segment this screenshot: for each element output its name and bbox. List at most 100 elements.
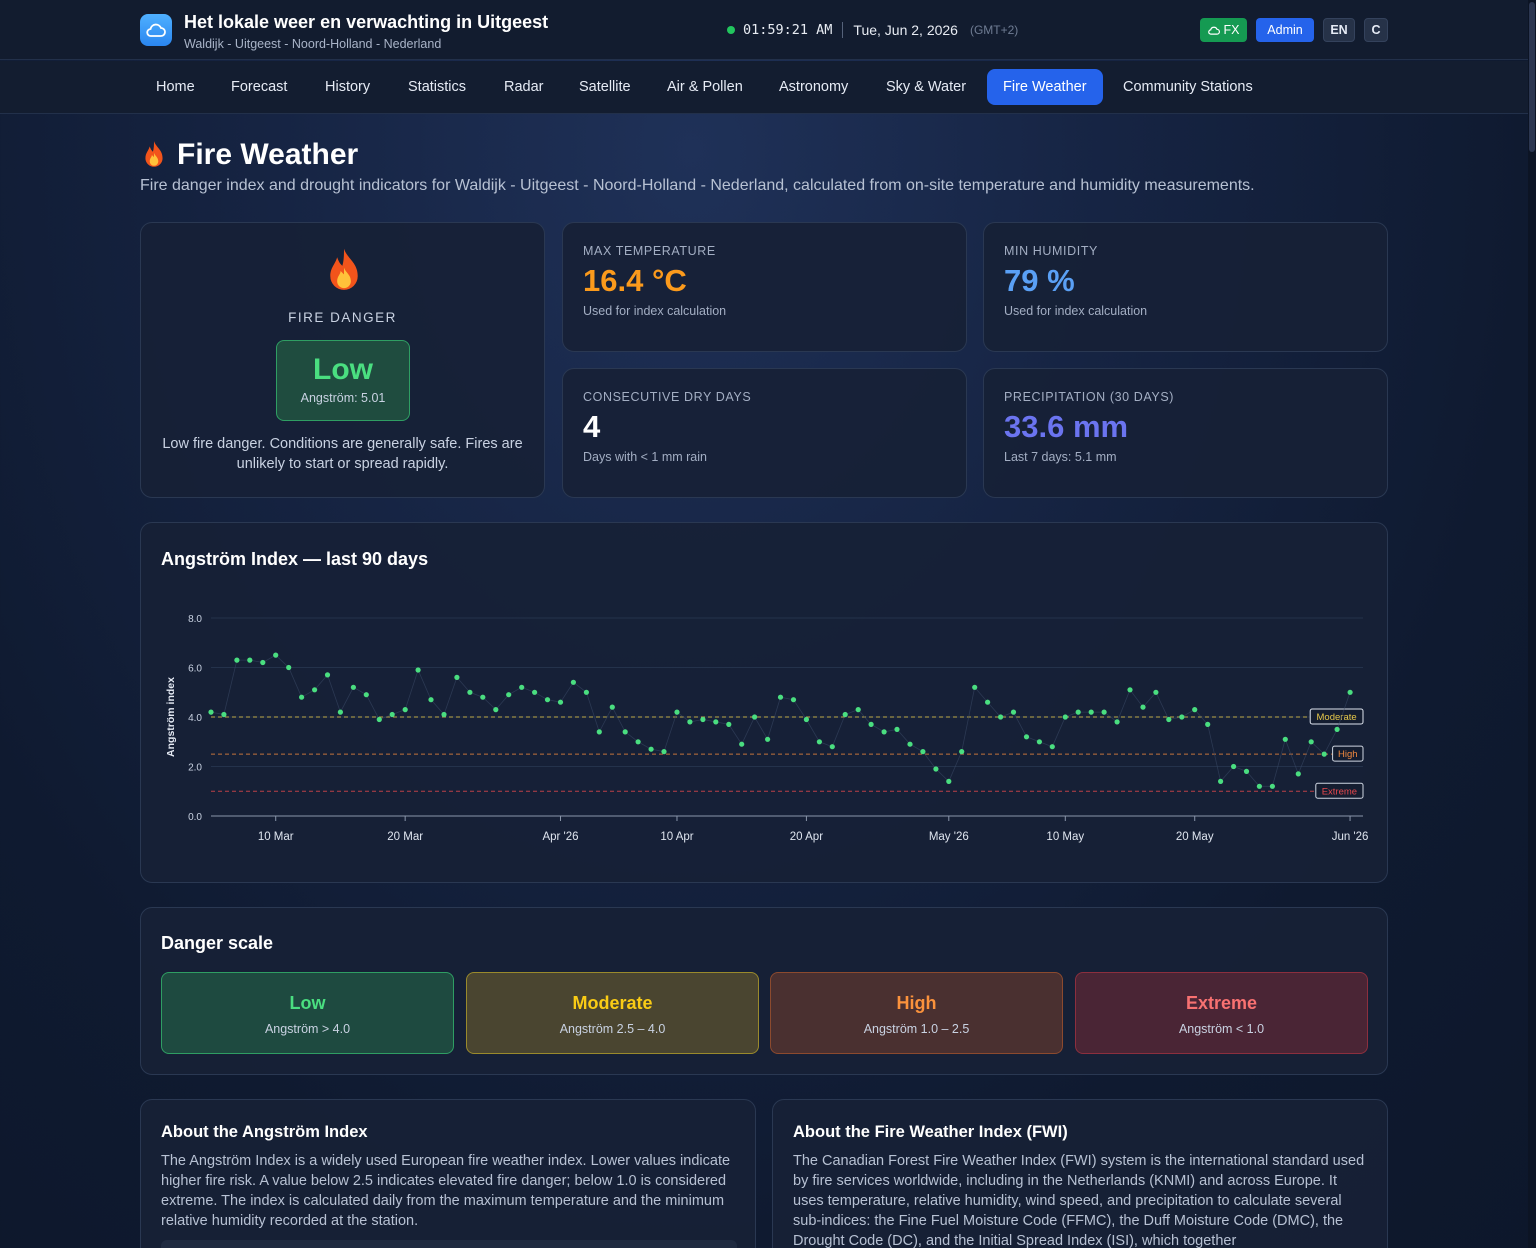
stat-value: 4	[583, 409, 601, 444]
language-button[interactable]: EN	[1323, 18, 1355, 42]
site-location: Waldijk - Uitgeest - Noord-Holland - Ned…	[184, 37, 442, 51]
data-point	[506, 692, 512, 698]
data-point	[519, 684, 525, 690]
danger-scale-card: Danger scale Low Angström > 4.0 Moderate…	[140, 907, 1388, 1075]
data-point	[661, 749, 667, 755]
data-point	[622, 729, 628, 735]
about-fwi-card: About the Fire Weather Index (FWI) The C…	[772, 1099, 1388, 1248]
clock: 01:59:21 AM Tue, Jun 2, 2026 (GMT+2)	[727, 20, 1018, 40]
data-point	[1010, 709, 1017, 715]
nav-sky-water[interactable]: Sky & Water	[886, 79, 967, 95]
nav-astronomy[interactable]: Astronomy	[779, 79, 849, 95]
nav-fire-weather[interactable]: Fire Weather	[987, 69, 1103, 105]
data-point	[1062, 714, 1068, 720]
data-point	[1308, 739, 1314, 745]
fire-danger-level: Low	[313, 353, 373, 386]
data-point	[1075, 709, 1081, 715]
data-point	[583, 689, 589, 695]
data-point	[635, 739, 641, 745]
site-title[interactable]: Het lokale weer en verwachting in Uitgee…	[184, 12, 549, 32]
data-point	[299, 694, 305, 700]
data-point	[1192, 707, 1198, 713]
data-point	[868, 721, 874, 727]
data-point	[972, 684, 978, 690]
data-point	[376, 716, 382, 723]
data-point	[1269, 783, 1275, 789]
nav-home[interactable]: Home	[156, 79, 195, 95]
stat-note: Last 7 days: 5.1 mm	[1004, 450, 1117, 464]
danger-scale-title: Danger scale	[161, 933, 274, 953]
nav-radar[interactable]: Radar	[504, 79, 544, 95]
data-point	[1088, 709, 1094, 715]
clock-time: 01:59:21 AM	[743, 22, 833, 38]
y-tick-label: 0.0	[188, 812, 202, 823]
data-point	[1101, 709, 1107, 715]
data-point	[1243, 768, 1250, 774]
scale-name: Moderate	[572, 993, 653, 1013]
live-dot-icon	[727, 26, 735, 34]
fx-button-label: FX	[1223, 23, 1240, 37]
data-point	[855, 707, 861, 713]
x-tick-label: 10 Apr	[660, 831, 693, 843]
nav-forecast[interactable]: Forecast	[231, 79, 288, 95]
data-point	[1127, 687, 1133, 693]
data-point	[777, 694, 784, 700]
y-tick-label: 2.0	[188, 763, 202, 774]
stat-value: 33.6 mm	[1004, 409, 1129, 444]
data-point	[350, 684, 356, 690]
cloud-icon	[1207, 26, 1220, 35]
data-point	[544, 697, 551, 703]
page-scrollbar[interactable]	[1528, 0, 1536, 1248]
scale-name: Extreme	[1185, 993, 1258, 1013]
data-point	[1049, 744, 1055, 750]
angstrom-chart[interactable]: 0.0 2.0 4.0 6.0 8.0 Angström index 10 Mar 20 Ma…	[141, 523, 1389, 884]
data-point	[1282, 736, 1288, 742]
scale-name: Low	[289, 993, 326, 1013]
x-tick-label: 20 Mar	[387, 831, 423, 843]
scale-range: Angström < 1.0	[1178, 1022, 1265, 1036]
data-point	[765, 736, 771, 742]
data-point	[700, 716, 706, 723]
data-point	[1334, 726, 1340, 732]
data-point	[1153, 689, 1159, 695]
data-point	[894, 726, 900, 732]
about-angstrom-text: The Angström Index is a widely used Euro…	[161, 1153, 731, 1229]
data-point	[1140, 704, 1146, 710]
timezone: (GMT+2)	[969, 23, 1019, 37]
stat-label: PRECIPITATION (30 DAYS)	[1004, 390, 1175, 404]
nav-air-pollen[interactable]: Air & Pollen	[667, 79, 743, 95]
stat-label: MIN HUMIDITY	[1004, 244, 1098, 258]
nav-satellite[interactable]: Satellite	[579, 79, 631, 95]
scale-moderate: Moderate Angström 2.5 – 4.0	[466, 972, 759, 1054]
y-axis-label: Angström index	[165, 677, 177, 757]
data-point	[480, 694, 486, 700]
data-point	[674, 709, 680, 715]
precipitation-card: PRECIPITATION (30 DAYS) 33.6 mm Last 7 d…	[983, 368, 1388, 498]
scrollbar-thumb[interactable]	[1529, 2, 1535, 152]
data-point	[1114, 719, 1120, 725]
data-point	[221, 711, 227, 718]
unit-toggle-button[interactable]: C	[1364, 18, 1388, 42]
data-point	[803, 716, 810, 723]
about-angstrom-card: About the Angström Index The Angström In…	[140, 1099, 756, 1248]
x-tick-label: Apr '26	[542, 831, 578, 843]
nav-community-stations[interactable]: Community Stations	[1123, 79, 1253, 95]
data-point	[1256, 783, 1262, 789]
stat-label: CONSECUTIVE DRY DAYS	[583, 390, 752, 404]
about-angstrom-title: About the Angström Index	[161, 1123, 368, 1141]
fx-button[interactable]: FX	[1200, 18, 1247, 42]
nav-statistics[interactable]: Statistics	[408, 79, 467, 95]
nav-history[interactable]: History	[325, 79, 371, 95]
threshold-label: Moderate	[1317, 712, 1357, 723]
scale-high: High Angström 1.0 – 2.5	[770, 972, 1063, 1054]
admin-button[interactable]: Admin	[1256, 18, 1314, 42]
data-point	[1179, 714, 1185, 720]
cloud-logo-icon[interactable]	[140, 14, 172, 46]
x-tick-label: 10 Mar	[258, 831, 294, 843]
data-point	[829, 744, 835, 750]
page-title: Fire Weather	[140, 138, 358, 172]
data-point	[493, 707, 499, 713]
scale-low: Low Angström > 4.0	[161, 972, 454, 1054]
data-point	[260, 659, 266, 666]
fire-danger-card: FIRE DANGER Low Angström: 5.01 Low fire …	[140, 222, 545, 498]
